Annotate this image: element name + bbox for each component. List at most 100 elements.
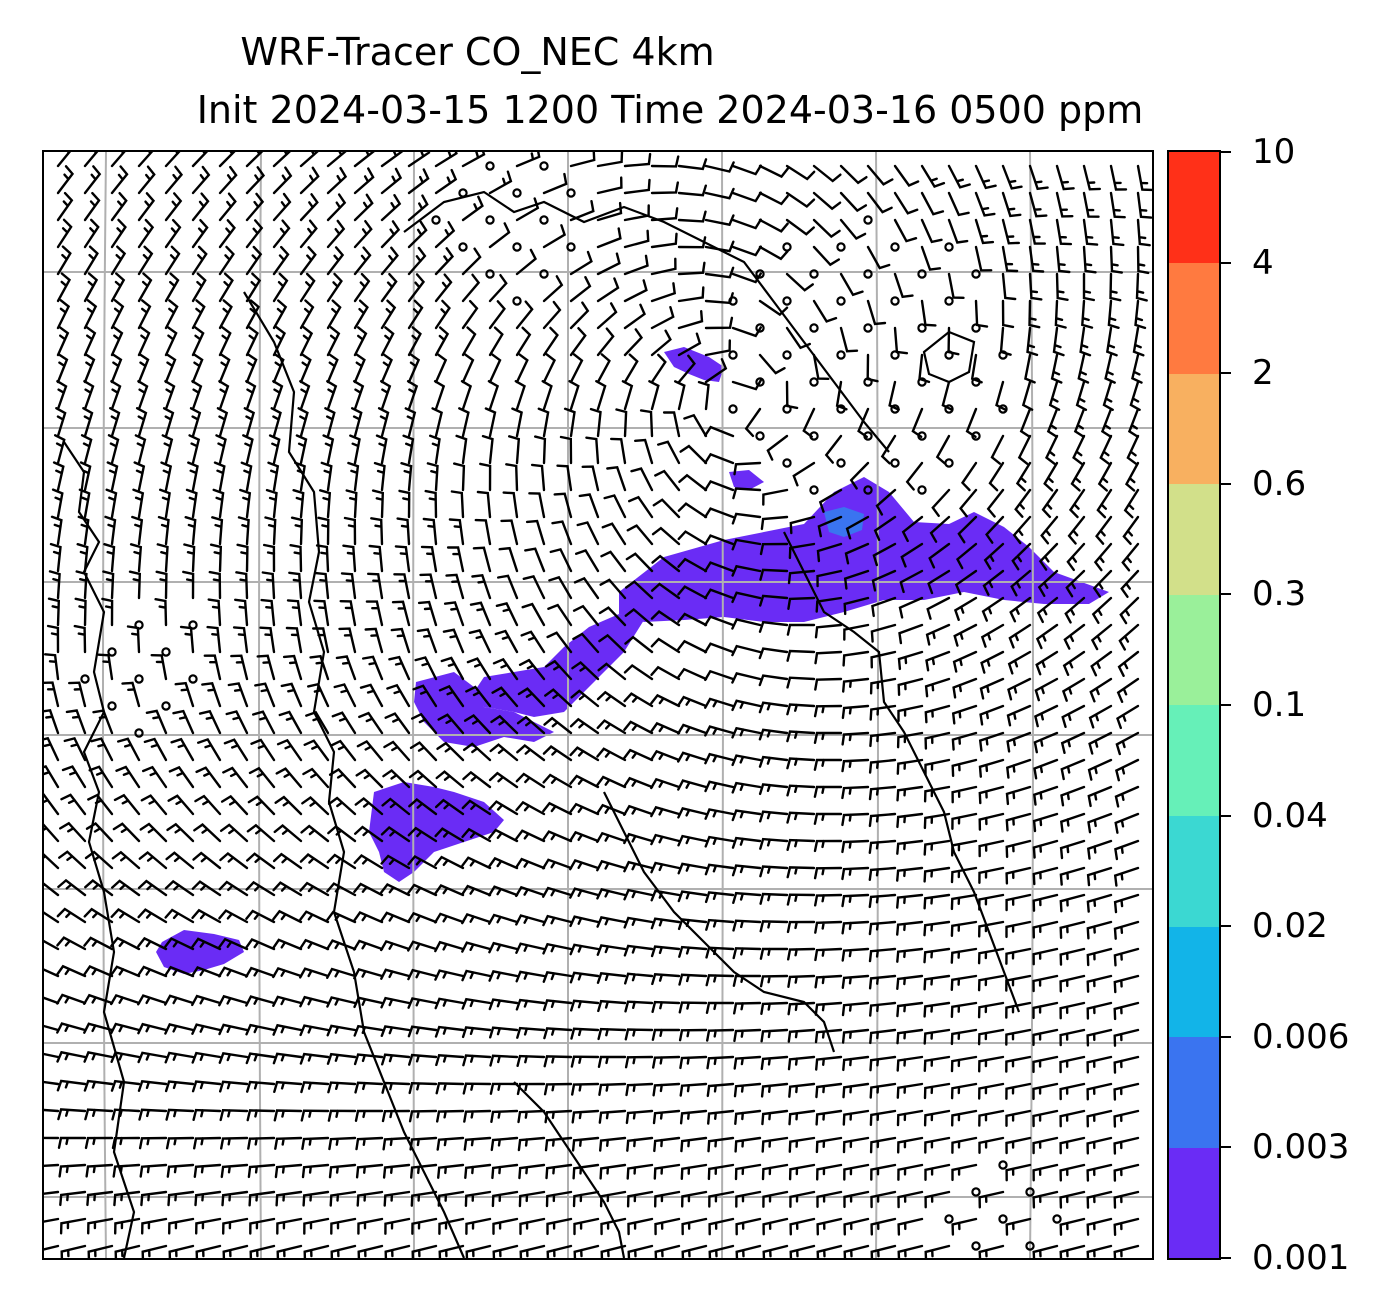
wind-barb [543,1055,573,1068]
wind-barb [52,461,65,492]
wind-barb [85,821,114,843]
wind-barb [814,947,843,962]
wind-barb [164,1051,195,1064]
wind-barb [896,893,924,909]
wind-barb [624,972,654,985]
wind-barb [44,1024,60,1032]
wind-barb [434,221,456,249]
wind-barb [1033,731,1059,754]
wind-barb [576,521,600,546]
wind-barb [272,1052,303,1065]
wind-barb [951,839,978,857]
wind-barb [677,723,708,735]
wind-barb [218,1023,249,1036]
wind-barb [138,1108,168,1121]
plume-west-1 [414,672,554,747]
wind-barb [83,907,114,924]
wind-barb [491,1190,519,1208]
wind-barb [354,1081,384,1094]
wind-barb [570,1055,600,1068]
wind-barb [1032,1163,1059,1182]
wind-barb [785,218,815,236]
wind-barb [245,299,261,330]
wind-barb [494,629,519,654]
wind-barb [409,741,438,762]
calm-wind-marker [107,701,117,711]
wind-barb [813,785,843,798]
wind-barb [1089,677,1113,703]
wind-barb [630,467,654,492]
wind-barb [254,682,276,708]
wind-barb [342,544,357,573]
wind-barb [1011,542,1032,571]
wind-barb [844,542,870,565]
wind-barb [488,941,519,954]
calm-wind-marker [782,242,792,252]
wind-barb [786,811,816,824]
calm-wind-marker [836,350,846,360]
calm-wind-marker [755,431,765,441]
wind-barb [461,273,481,303]
wind-barb [164,245,181,276]
wind-barb [802,407,816,438]
wind-barb [110,993,141,1006]
wind-barb [481,434,494,465]
wind-barb [461,1026,492,1039]
wind-barb [327,1109,357,1122]
wind-barb [518,1163,546,1180]
wind-barb [234,598,249,627]
calm-wind-marker [890,296,900,306]
wind-barb [792,461,816,487]
wind-barb [168,1217,195,1235]
wind-barb [978,812,1005,831]
wind-barb [453,462,466,492]
wind-barb [472,546,492,573]
wind-barb [1019,407,1032,438]
wind-barb [1109,191,1126,219]
wind-barb [259,626,276,654]
wind-barb [1086,1001,1113,1020]
wind-barb [760,1055,789,1071]
wind-barb [353,967,384,980]
wind-barb [1086,1136,1113,1155]
wind-barb [1113,1190,1140,1209]
wind-barb [553,492,573,519]
wind-barb [1005,1001,1032,1019]
wind-barb [88,765,114,789]
wind-barb [924,1244,951,1258]
wind-barb [86,1190,114,1207]
wind-barb [191,299,206,330]
colorbar-segment [1169,926,1219,1038]
map-panel[interactable] [42,150,1154,1260]
wind-barb [167,794,195,816]
wind-barb [256,654,276,681]
wind-barb [514,380,526,411]
wind-barb [222,766,249,789]
calm-wind-marker [1025,1187,1035,1197]
wind-barb [83,993,114,1005]
wind-barb [896,839,924,855]
calm-wind-marker [107,647,117,657]
colorbar-segment [1169,262,1219,374]
wind-barb [704,316,734,330]
wind-barb [1034,704,1059,728]
wind-barb [543,1082,573,1096]
wind-barb [816,1190,843,1208]
wind-barb [596,831,627,844]
wind-barb [788,542,816,560]
wind-barb [731,326,762,338]
wind-barb [677,890,708,903]
wind-barb [896,1055,924,1072]
wind-barb [1036,596,1059,624]
wind-barb [1134,299,1147,330]
wind-barb [44,1052,60,1059]
wind-barb [484,407,497,438]
wind-barb [704,240,735,253]
wind-barb [240,461,253,492]
wind-barb [980,623,1005,648]
wind-barb [299,910,330,924]
wind-barb [85,1163,114,1178]
wind-barb [488,913,519,925]
wind-barb [704,863,735,876]
wind-barb [137,245,154,276]
